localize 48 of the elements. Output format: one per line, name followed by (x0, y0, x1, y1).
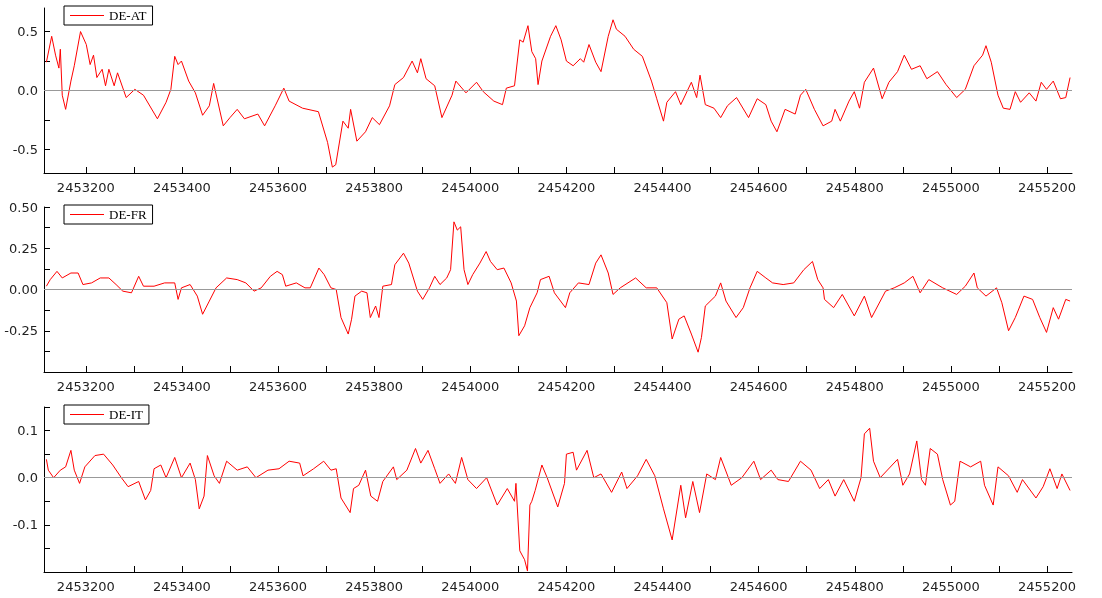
x-tick-label: 2454400 (633, 379, 692, 395)
y-tick-label: 0.50 (9, 199, 38, 215)
x-tick-label: 2455200 (1018, 180, 1076, 195)
legend-label: DE-FR (109, 207, 147, 223)
x-tick-label: 2453600 (249, 578, 307, 594)
line-series (45, 19, 1071, 168)
y-tick-label: -0.1 (12, 517, 38, 533)
x-tick-label: 2454600 (729, 578, 788, 594)
y-tick-label: 0.5 (17, 24, 38, 40)
x-tick-label: 2453800 (345, 379, 404, 395)
x-tick-label: 2454800 (825, 180, 884, 195)
x-tick-label: 2453200 (56, 180, 115, 195)
x-tick-label: 2453400 (152, 578, 211, 594)
y-tick-label: 0.0 (17, 83, 38, 98)
x-tick-label: 2455200 (1018, 578, 1076, 594)
x-tick-label: 2454400 (633, 578, 692, 594)
y-tick-label: 0.1 (17, 422, 38, 438)
x-tick-label: 2454200 (537, 578, 596, 594)
x-tick-label: 2454400 (633, 180, 692, 195)
x-tick-label: 2454600 (729, 379, 788, 395)
x-tick-label: 2455000 (921, 180, 980, 195)
x-tick-label: 2453400 (152, 379, 211, 395)
x-tick-label: 2454000 (441, 379, 500, 395)
y-tick-label: -0.5 (12, 141, 38, 157)
x-tick-label: 2455000 (921, 578, 980, 594)
y-tick-label: -0.25 (4, 323, 38, 339)
x-tick-label: 2454200 (537, 180, 596, 195)
x-tick-label: 2453200 (56, 379, 115, 395)
x-tick-label: 2453800 (345, 578, 404, 594)
x-tick-label: 2453800 (345, 180, 404, 195)
x-tick-label: 2454200 (537, 379, 596, 395)
x-tick-label: 2453200 (56, 578, 115, 594)
x-tick-label: 2455200 (1018, 379, 1076, 395)
x-tick-label: 2454600 (729, 180, 788, 195)
y-tick-label: 0.00 (9, 282, 38, 298)
legend-label: DE-AT (109, 8, 147, 23)
x-tick-label: 2455000 (921, 379, 980, 395)
x-tick-label: 2453600 (249, 379, 307, 395)
y-tick-label: 0.0 (17, 469, 38, 485)
y-tick-label: 0.25 (9, 241, 38, 257)
x-tick-label: 2453400 (152, 180, 211, 195)
legend-label: DE-IT (109, 406, 143, 422)
line-series (45, 221, 1071, 354)
x-tick-label: 2454800 (825, 578, 884, 594)
x-tick-label: 2453600 (249, 180, 307, 195)
x-tick-label: 2454800 (825, 379, 884, 395)
x-tick-label: 2454000 (441, 180, 500, 195)
x-tick-label: 2454000 (441, 578, 500, 594)
